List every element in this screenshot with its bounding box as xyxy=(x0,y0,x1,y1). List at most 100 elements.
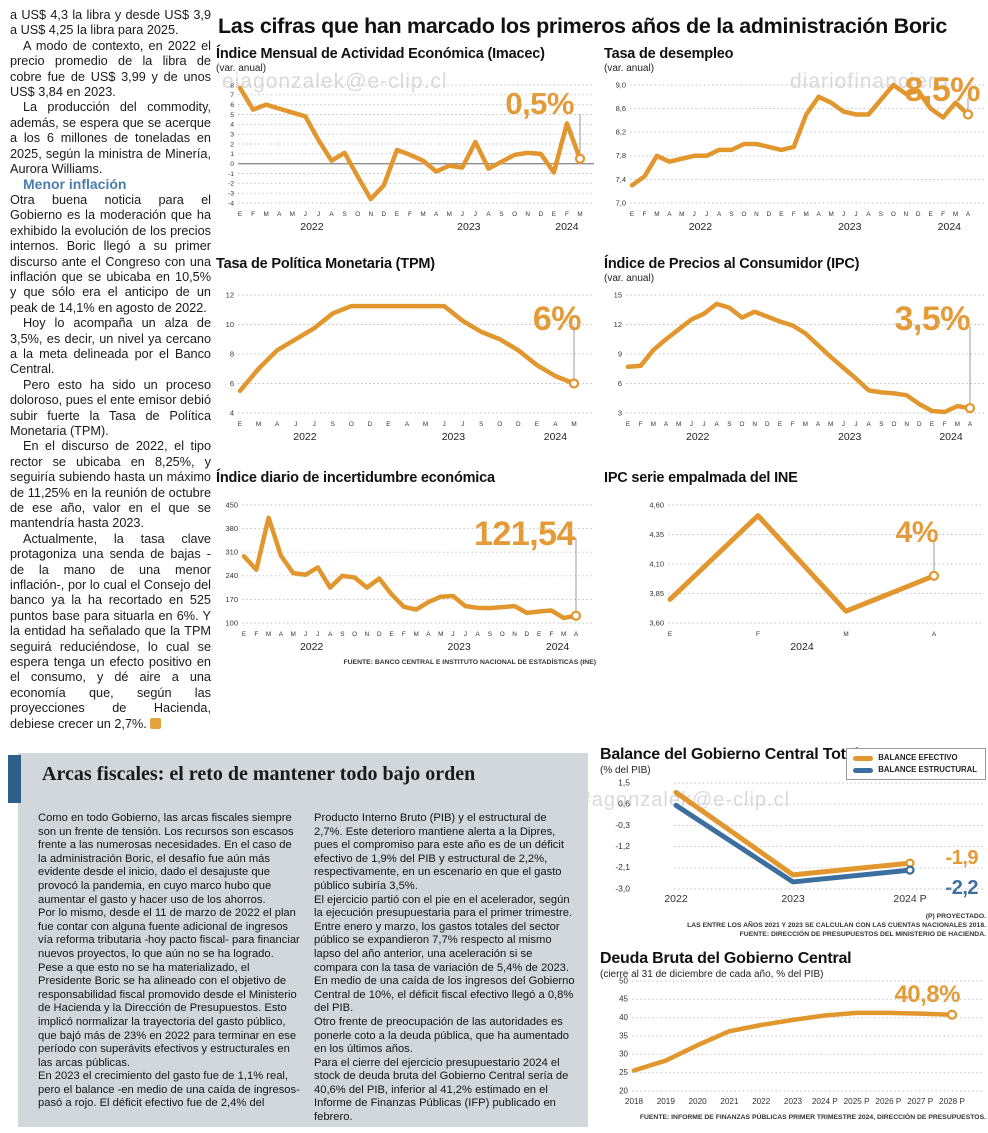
svg-text:E: E xyxy=(552,211,556,218)
paragraph: En 2023 el crecimiento del gasto fue de … xyxy=(38,1070,300,1110)
svg-text:E: E xyxy=(238,211,242,218)
svg-text:20: 20 xyxy=(619,1086,628,1095)
svg-text:M: M xyxy=(420,211,425,218)
chart-callout-value: 40,8% xyxy=(894,981,960,1008)
svg-text:2022: 2022 xyxy=(664,893,688,905)
svg-text:2023: 2023 xyxy=(784,1097,803,1106)
svg-text:-2,1: -2,1 xyxy=(615,862,630,872)
svg-text:M: M xyxy=(291,631,296,638)
svg-text:M: M xyxy=(447,211,452,218)
chart-title: Tasa de Política Monetaria (TPM) xyxy=(216,256,435,272)
svg-text:-1: -1 xyxy=(228,171,234,178)
paragraph: Otra buena noticia para el Gobierno es l… xyxy=(10,192,211,315)
svg-text:D: D xyxy=(382,211,387,218)
article-subhead: Menor inflación xyxy=(23,176,127,193)
svg-text:J: J xyxy=(304,631,307,638)
svg-text:2024: 2024 xyxy=(546,641,570,653)
svg-text:A: A xyxy=(426,631,431,638)
svg-text:N: N xyxy=(752,421,757,428)
chart-plot: 50 45 40 35 30 25 20 2018 2019 2020 2021 2022 2023 20… xyxy=(619,976,984,1106)
svg-text:3,60: 3,60 xyxy=(649,618,664,627)
paragraph: En el discurso de 2022, el tipo rector s… xyxy=(10,439,211,531)
svg-text:2025 P: 2025 P xyxy=(844,1097,870,1106)
svg-text:450: 450 xyxy=(225,500,238,509)
svg-text:M: M xyxy=(256,421,261,428)
source-note: (P) PROYECTADO. LAS ENTRE LOS AÑOS 2021 … xyxy=(687,912,986,939)
svg-text:2027 P: 2027 P xyxy=(907,1097,933,1106)
svg-text:J: J xyxy=(690,421,693,428)
svg-text:-2: -2 xyxy=(228,181,234,188)
svg-text:D: D xyxy=(525,631,530,638)
chart-ipc: Índice de Precios al Consumidor (IPC) (v… xyxy=(604,256,986,456)
chart-callout-value: 4% xyxy=(895,516,939,549)
svg-text:8: 8 xyxy=(230,349,234,358)
svg-text:A: A xyxy=(329,211,334,218)
svg-text:J: J xyxy=(842,421,845,428)
svg-text:2023: 2023 xyxy=(781,893,805,905)
svg-text:A: A xyxy=(574,631,579,638)
svg-text:4: 4 xyxy=(230,122,234,129)
svg-text:F: F xyxy=(408,211,412,218)
svg-text:O: O xyxy=(742,211,747,218)
svg-text:J: J xyxy=(705,211,708,218)
svg-text:25: 25 xyxy=(619,1068,628,1077)
svg-text:4,35: 4,35 xyxy=(649,530,664,539)
svg-text:F: F xyxy=(254,631,258,638)
svg-text:A: A xyxy=(667,211,672,218)
chart-subtitle: (var. anual) xyxy=(604,63,655,74)
svg-text:O: O xyxy=(740,421,745,428)
svg-text:6: 6 xyxy=(230,379,234,388)
paragraph: Pero esto ha sido un proceso doloroso, p… xyxy=(10,377,212,438)
chart-title: Índice de Precios al Consumidor (IPC) xyxy=(604,256,860,272)
svg-text:A: A xyxy=(817,211,822,218)
svg-text:0,6: 0,6 xyxy=(618,799,630,809)
chart-callout-estructural: -2,2 xyxy=(945,877,979,899)
svg-text:7,0: 7,0 xyxy=(616,198,626,207)
svg-text:0: 0 xyxy=(230,161,234,168)
svg-text:F: F xyxy=(792,211,796,218)
svg-text:E: E xyxy=(779,211,783,218)
chart-title: Índice Mensual de Actividad Económica (I… xyxy=(216,46,545,62)
svg-text:4,10: 4,10 xyxy=(649,559,664,568)
svg-text:M: M xyxy=(804,211,809,218)
svg-text:J: J xyxy=(464,631,467,638)
chart-title: Tasa de desempleo xyxy=(604,46,734,62)
svg-text:D: D xyxy=(767,211,772,218)
svg-text:A: A xyxy=(966,211,971,218)
svg-text:A: A xyxy=(717,211,722,218)
svg-text:310: 310 xyxy=(225,548,238,557)
svg-text:-4: -4 xyxy=(228,200,234,207)
svg-text:380: 380 xyxy=(225,524,238,533)
svg-text:M: M xyxy=(266,631,271,638)
svg-text:2023: 2023 xyxy=(838,221,862,233)
svg-text:2022: 2022 xyxy=(293,431,317,443)
paragraph: Producto Interno Bruto (PIB) y el estruc… xyxy=(314,812,564,892)
chart-plot: 4,60 4,35 4,10 3,85 3,60 E F M A 2024 xyxy=(649,500,984,653)
bottom-text-column-2: Producto Interno Bruto (PIB) y el estruc… xyxy=(314,812,576,1125)
svg-text:A: A xyxy=(279,631,284,638)
chart-ipc-empalmada: IPC serie empalmada del INE 4% 4,60 4,35 4… xyxy=(604,470,986,670)
svg-text:D: D xyxy=(516,421,521,428)
svg-text:M: M xyxy=(828,211,833,218)
svg-text:J: J xyxy=(693,211,696,218)
paragraph: Actualmente, la tasa clave protagoniza u… xyxy=(10,531,211,731)
svg-text:2022: 2022 xyxy=(689,221,713,233)
svg-text:A: A xyxy=(475,631,480,638)
svg-text:30: 30 xyxy=(619,1050,628,1059)
svg-text:F: F xyxy=(756,631,760,638)
svg-text:10: 10 xyxy=(226,320,234,329)
svg-text:J: J xyxy=(854,421,857,428)
chart-incertidumbre: Índice diario de incertidumbre económica… xyxy=(216,470,596,670)
svg-text:15: 15 xyxy=(614,290,622,299)
chart-title: Deuda Bruta del Gobierno Central xyxy=(600,950,852,967)
svg-text:E: E xyxy=(386,421,390,428)
orange-dash-icon xyxy=(853,755,874,761)
svg-text:S: S xyxy=(727,421,731,428)
legend-item: BALANCE ESTRUCTURAL xyxy=(853,764,977,776)
svg-text:50: 50 xyxy=(619,976,628,985)
svg-text:N: N xyxy=(904,421,909,428)
svg-text:J: J xyxy=(304,211,307,218)
article-end-mark-icon xyxy=(149,717,161,729)
